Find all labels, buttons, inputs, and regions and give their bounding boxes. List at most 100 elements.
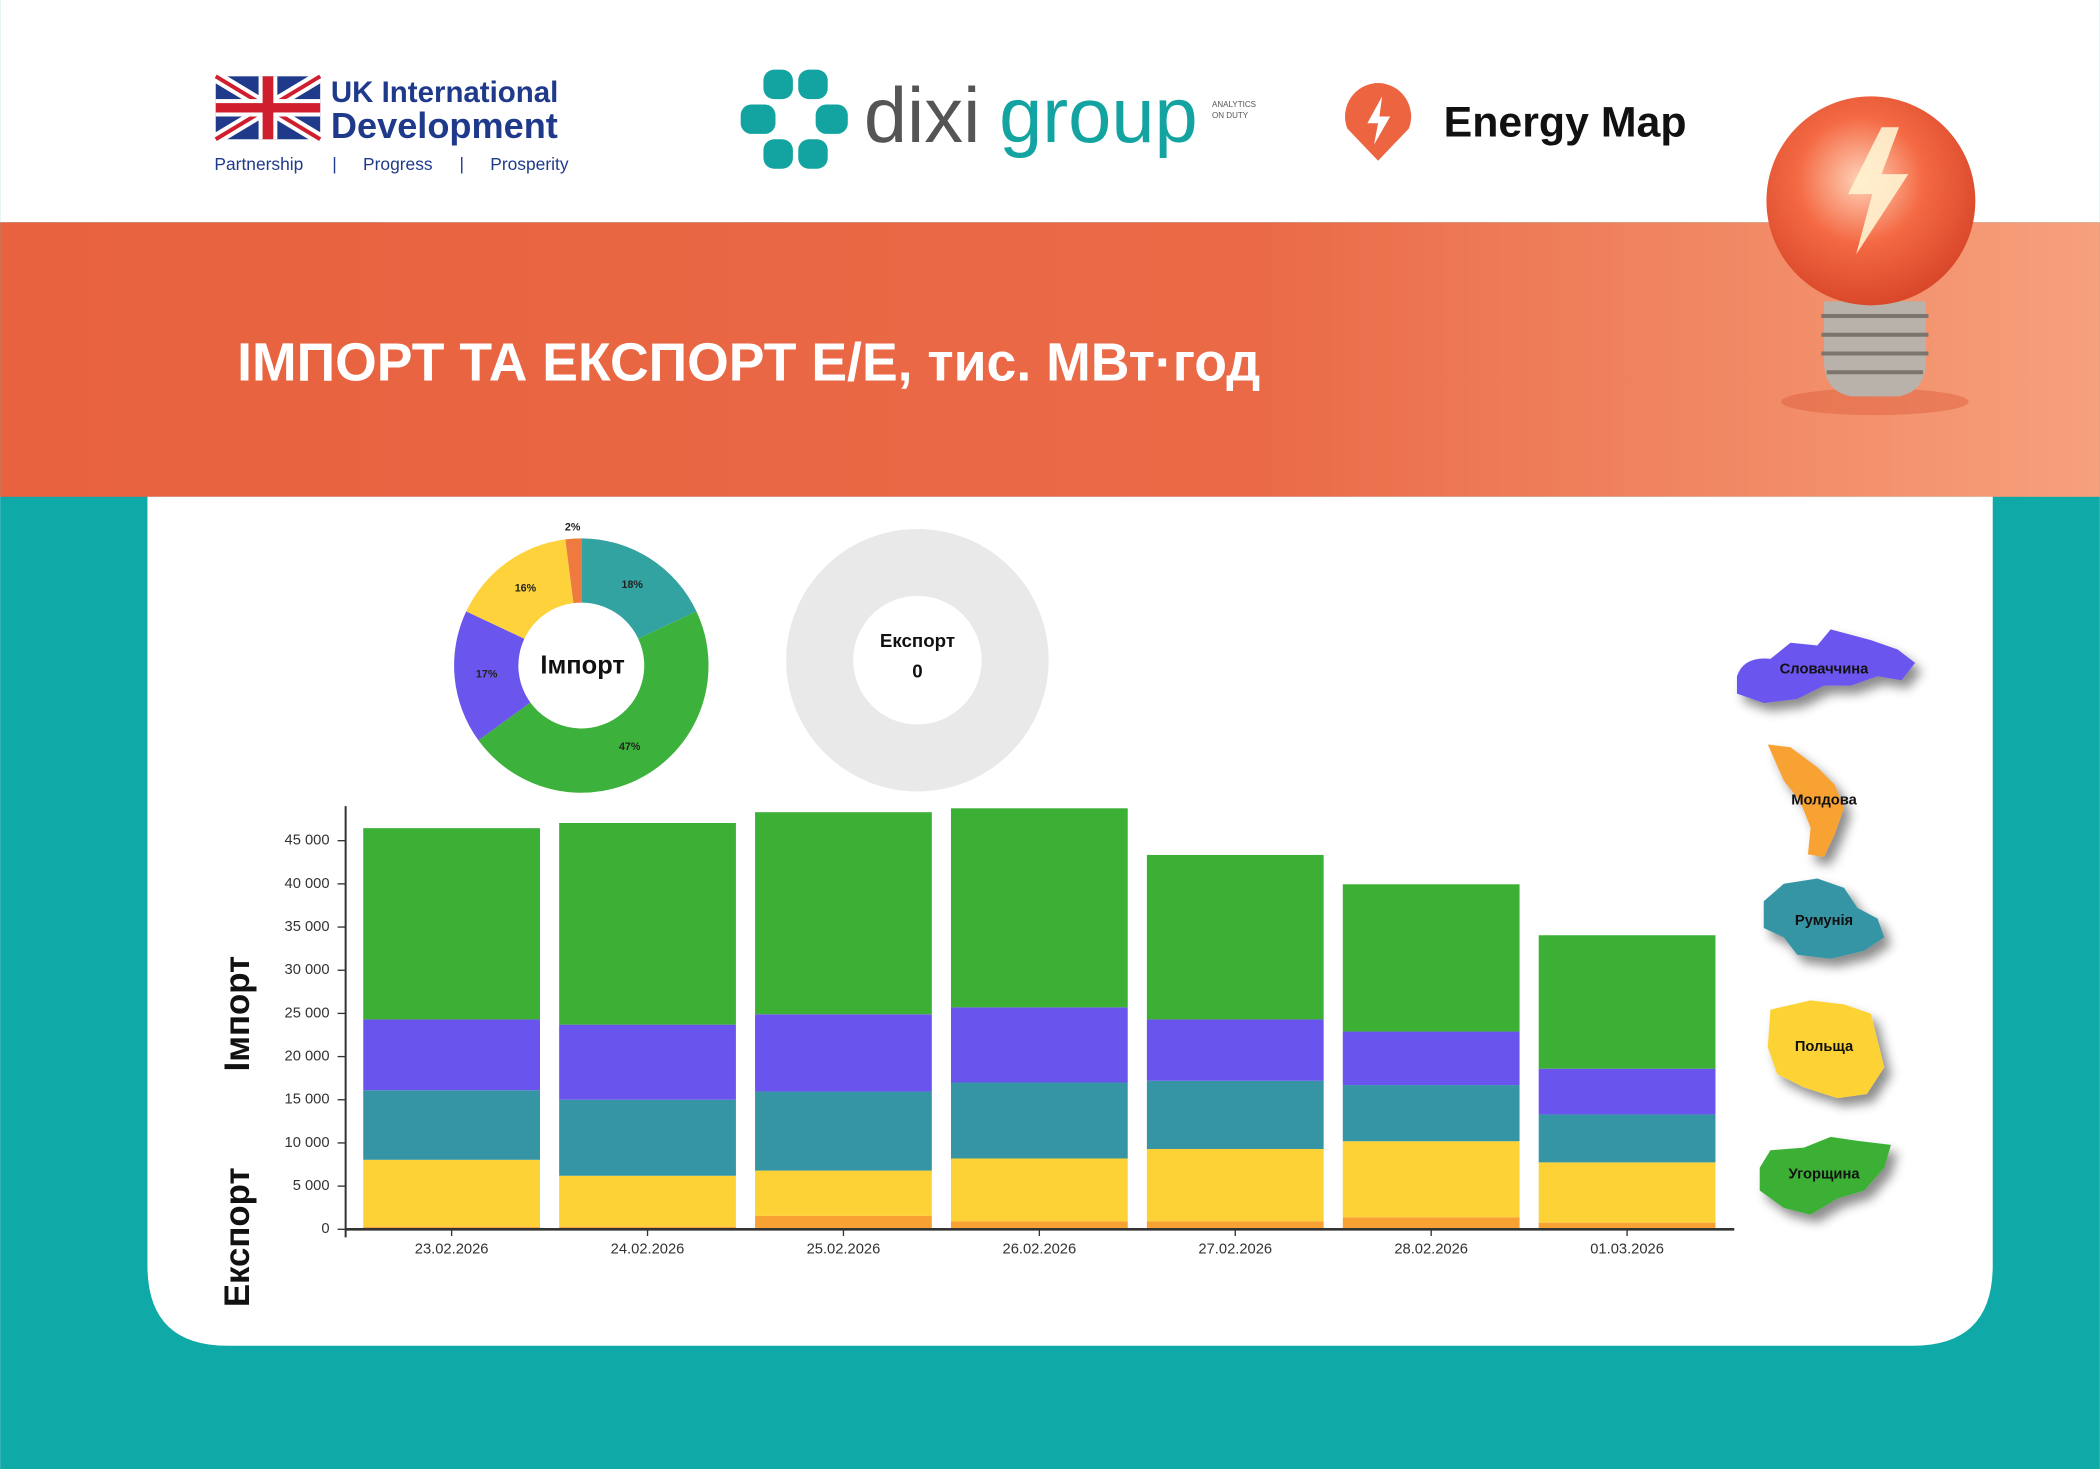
x-tick-label: 01.03.2026 (1590, 1241, 1664, 1257)
bar-segment (1342, 1031, 1520, 1086)
y-tick-label: 25 000 (285, 1005, 330, 1021)
data-label: 17% (476, 668, 498, 680)
donut-center-value: 0 (912, 661, 922, 682)
x-tick-label: 26.02.2026 (1003, 1241, 1077, 1257)
data-label: 18% (622, 579, 644, 591)
logo-text: UK International (331, 76, 558, 109)
bar-segment (1538, 1162, 1716, 1223)
legend-item: Молдова (1767, 744, 1858, 858)
legend-map (1763, 878, 1885, 959)
legend-map (1767, 744, 1845, 858)
legend-item: Словаччина (1736, 629, 1916, 704)
bar-segment (1538, 1222, 1716, 1230)
bar-segment (950, 1158, 1128, 1222)
bar-segment (950, 808, 1128, 1008)
donut-slice (454, 611, 531, 741)
y-tick-label: 45 000 (285, 833, 330, 849)
legend-label: Польща (1795, 1039, 1854, 1055)
bar-segment (755, 812, 932, 1015)
x-tick-label: 23.02.2026 (415, 1241, 489, 1257)
y-axis-label: Імпорт (218, 956, 257, 1072)
legend-map (1736, 629, 1916, 704)
donut-empty (786, 528, 1049, 792)
bar-segment (1342, 1141, 1520, 1218)
logo-tagline: | (332, 154, 337, 174)
legend-item: Польща (1767, 1000, 1885, 1099)
lightbulb (1766, 96, 1976, 416)
y-tick-label: 30 000 (285, 962, 330, 978)
x-tick-label: 24.02.2026 (611, 1241, 685, 1257)
data-label: 16% (515, 582, 537, 594)
bar-segment (1538, 1068, 1716, 1115)
logo-text: dixi (864, 73, 981, 159)
bar-segment (1342, 1085, 1520, 1142)
y-tick-label: 5 000 (293, 1178, 330, 1194)
y-tick-label: 15 000 (285, 1092, 330, 1108)
legend-item: Угорщина (1759, 1136, 1891, 1215)
bar-segment (559, 1024, 736, 1100)
donut-center-label: Експорт (880, 630, 955, 651)
logo-tagline: | (459, 154, 464, 174)
y-tick-label: 10 000 (285, 1135, 330, 1151)
bar-segment (363, 828, 541, 1020)
bar-segment (1342, 1217, 1520, 1230)
uk-flag (212, 71, 324, 145)
donut-center-label: Імпорт (540, 652, 624, 680)
bar-segment (363, 1019, 541, 1091)
legend-label: Румунія (1795, 913, 1853, 929)
legend-label: Словаччина (1780, 661, 1869, 677)
x-tick-label: 27.02.2026 (1198, 1241, 1272, 1257)
bar-segment (950, 1007, 1128, 1083)
y-axis-label: Експорт (218, 1168, 257, 1308)
bar-segment (1146, 854, 1324, 1020)
y-tick-label: 0 (321, 1221, 329, 1237)
bar-segment (1146, 1221, 1324, 1230)
bolt-icon (1367, 96, 1391, 145)
donut-slice (466, 539, 574, 639)
header-bg (0, 0, 2100, 223)
donut-slice (478, 611, 709, 793)
donut-slice (581, 538, 697, 639)
logo-tagline: Progress (363, 154, 433, 174)
bar-segment (1538, 1114, 1716, 1163)
logo-text: Energy Map (1444, 99, 1687, 147)
bar-segment (363, 1159, 541, 1227)
bar-segment (755, 1215, 932, 1230)
donut-slice (565, 538, 582, 604)
bar-segment (1146, 1080, 1324, 1149)
bar-segment (950, 1082, 1128, 1159)
logo-tagline: ANALYTICS (1212, 100, 1256, 109)
logo-tagline: ON DUTY (1212, 111, 1249, 120)
page-title: ІМПОРТ ТА ЕКСПОРТ Е/Е, тис. МВт·год (237, 333, 1260, 392)
bar-segment (1146, 1148, 1324, 1222)
y-tick-label: 20 000 (285, 1048, 330, 1064)
data-label: 47% (619, 741, 641, 753)
bar-segment (559, 1099, 736, 1176)
logo-tagline: Partnership (214, 154, 303, 174)
bar-segment (363, 1090, 541, 1160)
y-tick-label: 35 000 (285, 919, 330, 935)
logo-text: Development (331, 105, 558, 146)
data-label: 2% (565, 522, 581, 534)
legend-map (1767, 1000, 1885, 1099)
bar-segment (755, 1091, 932, 1171)
title-band (0, 222, 2100, 497)
x-tick-label: 28.02.2026 (1394, 1241, 1468, 1257)
bar-segment (950, 1221, 1128, 1230)
legend-map (1759, 1136, 1891, 1215)
bar-segment (559, 1175, 736, 1227)
bar-segment (559, 822, 736, 1025)
bar-segment (1146, 1019, 1324, 1081)
legend-label: Молдова (1791, 793, 1857, 809)
bar-segment (1342, 884, 1520, 1032)
bar-segment (755, 1014, 932, 1092)
legend-item: Румунія (1763, 878, 1885, 959)
bar-segment (755, 1170, 932, 1216)
logo-tagline: Prosperity (490, 154, 569, 174)
logo-text: group (999, 73, 1198, 159)
bar-segment (1538, 935, 1716, 1069)
legend-label: Угорщина (1788, 1166, 1860, 1182)
dixi-icon (740, 69, 848, 169)
